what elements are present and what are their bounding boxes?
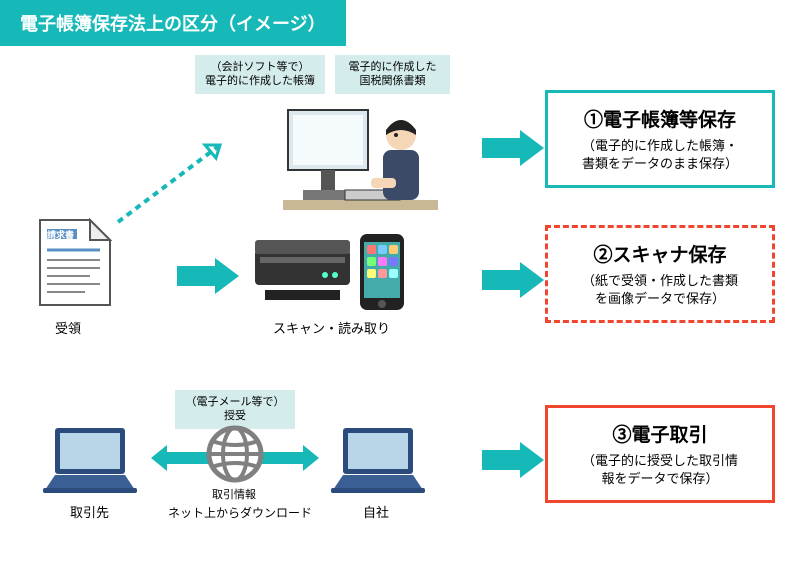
tag-taxdocs: 電子的に作成した国税関係書類 (335, 55, 450, 94)
box1-title: ①電子帳簿等保存 (558, 105, 762, 132)
label-scan: スキャン・読み取り (273, 318, 390, 337)
laptop-partner-icon (40, 425, 140, 495)
invoice-title-text: 請求書 (47, 228, 74, 241)
box-3: ③電子取引 （電子的に授受した取引情報をデータで保存） (545, 405, 775, 503)
tag-software: （会計ソフト等で）電子的に作成した帳簿 (195, 55, 325, 94)
phone-icon (358, 232, 406, 312)
label-receipt: 受領 (55, 318, 81, 337)
label-txninfo: 取引情報 (212, 486, 256, 502)
box-2: ②スキャナ保存 （紙で受領・作成した書類を画像データで保存） (545, 225, 775, 323)
label-download: ネット上からダウンロード (168, 504, 312, 521)
scanner-icon (250, 235, 355, 305)
title-bar: 電子帳簿保存法上の区分（イメージ） (0, 0, 346, 46)
box3-desc: （電子的に授受した取引情報をデータで保存） (558, 452, 762, 488)
arrow-to-box1 (520, 130, 544, 166)
label-partner: 取引先 (70, 502, 109, 521)
laptop-self-icon (328, 425, 428, 495)
dashed-arrow (110, 130, 240, 230)
box-1: ①電子帳簿等保存 （電子的に作成した帳簿・書類をデータのまま保存） (545, 90, 775, 188)
globe-icon (206, 425, 264, 483)
arrow-to-box3 (520, 442, 544, 478)
arrow-receipt-scan (215, 258, 239, 294)
tag-email: （電子メール等で）授受 (175, 390, 295, 429)
box2-title: ②スキャナ保存 (558, 240, 762, 267)
person-computer-icon (283, 100, 438, 215)
arrow-to-box2 (520, 262, 544, 298)
box2-desc: （紙で受領・作成した書類を画像データで保存） (558, 272, 762, 308)
box3-title: ③電子取引 (558, 420, 762, 447)
label-self: 自社 (363, 502, 389, 521)
box1-desc: （電子的に作成した帳簿・書類をデータのまま保存） (558, 137, 762, 173)
